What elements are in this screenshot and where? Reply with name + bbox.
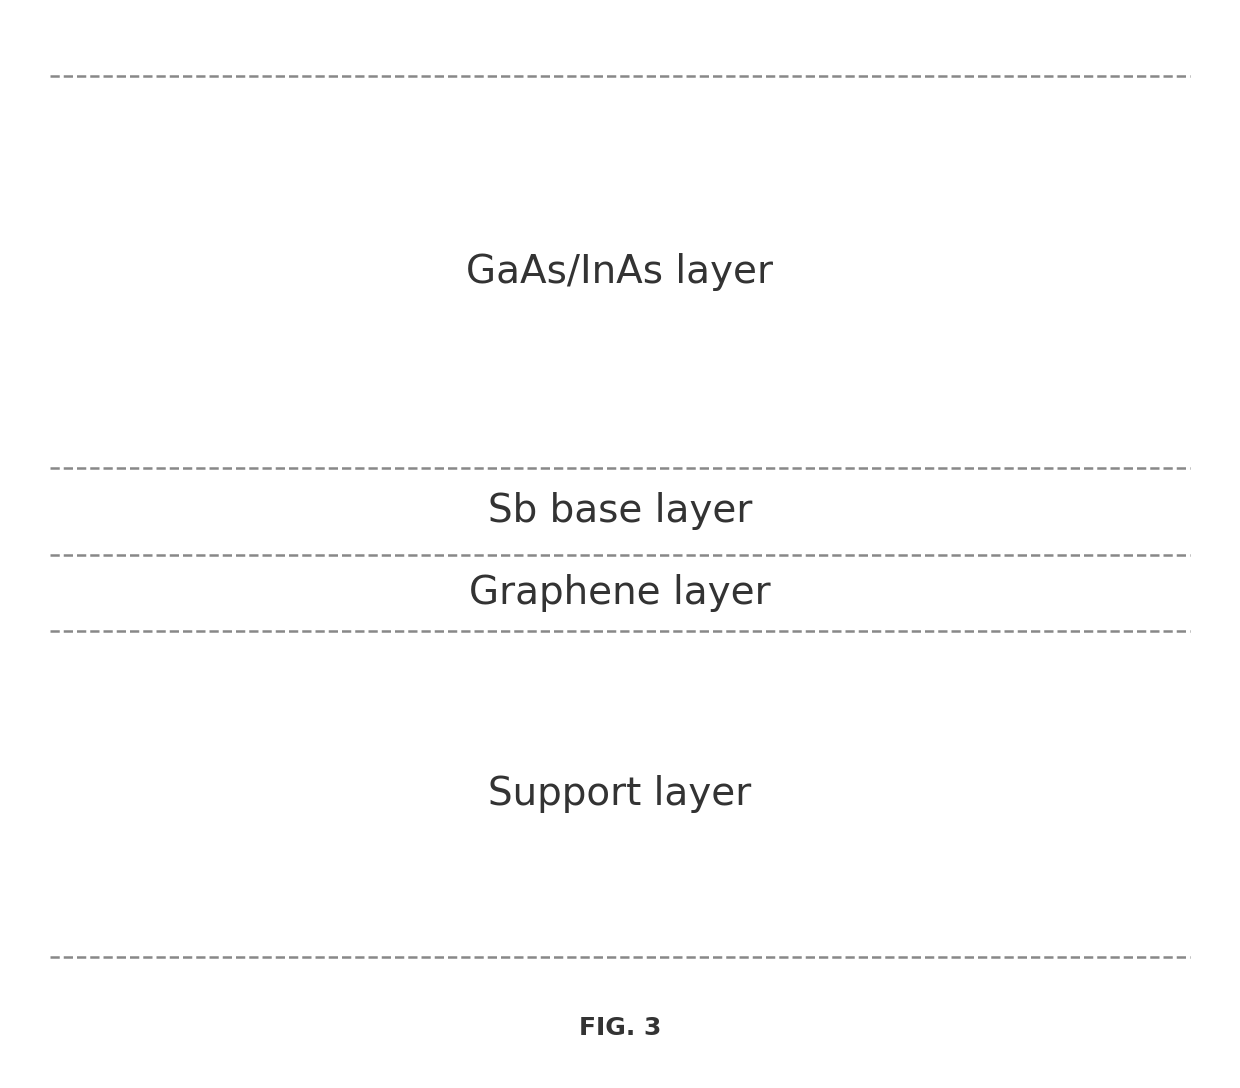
- Text: Graphene layer: Graphene layer: [469, 574, 771, 611]
- Text: FIG. 3: FIG. 3: [579, 1016, 661, 1040]
- Text: Sb base layer: Sb base layer: [487, 493, 753, 530]
- Text: Support layer: Support layer: [489, 776, 751, 813]
- Text: GaAs/InAs layer: GaAs/InAs layer: [466, 254, 774, 290]
